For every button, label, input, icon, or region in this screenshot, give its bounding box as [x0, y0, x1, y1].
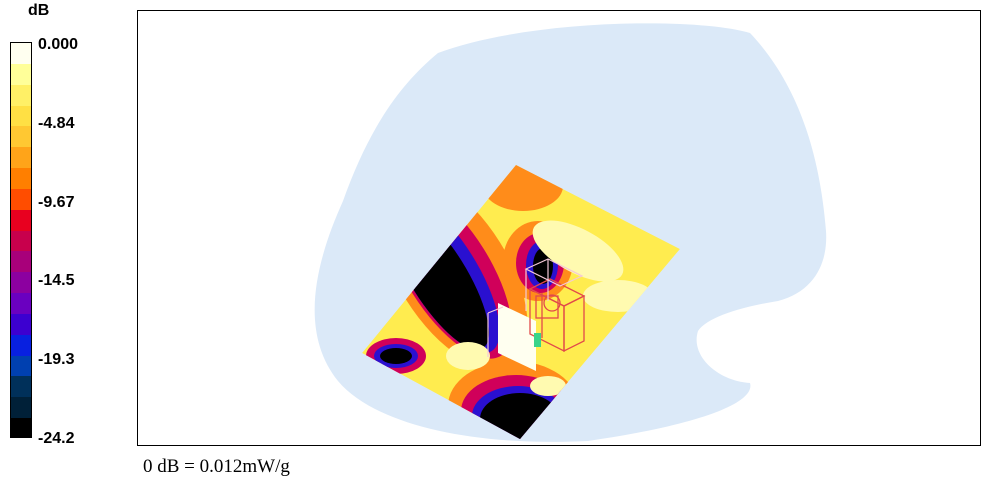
contour-min-4	[380, 348, 412, 364]
sar-plot-area	[137, 10, 981, 446]
colorbar	[10, 42, 32, 438]
peak-region	[498, 303, 536, 371]
cube-wireframe	[528, 278, 586, 353]
colorbar-tick-label: -19.3	[38, 351, 75, 369]
colorbar-band	[11, 63, 31, 86]
contour-max-4	[530, 376, 566, 396]
colorbar-band	[11, 209, 31, 232]
colorbar-unit-label: dB	[28, 2, 50, 19]
colorbar-band	[11, 251, 31, 274]
colorbar-band	[11, 84, 31, 107]
colorbar-band	[11, 418, 31, 437]
colorbar-tick-label: 0.000	[38, 36, 79, 54]
marker-green	[534, 333, 541, 347]
sar-distribution-plot	[314, 23, 827, 442]
colorbar-band	[11, 230, 31, 253]
colorbar-band	[11, 293, 31, 315]
colorbar-band	[11, 397, 31, 420]
colorbar-tick-label: -4.84	[38, 114, 75, 132]
colorbar-band	[11, 355, 31, 378]
colorbar-band	[11, 313, 31, 336]
contour-max-3	[446, 342, 490, 370]
colorbar-band	[11, 334, 31, 357]
footnote: 0 dB = 0.012mW/g	[143, 456, 290, 477]
colorbar-band	[11, 126, 31, 149]
colorbar-band	[11, 376, 31, 399]
colorbar-band	[11, 272, 31, 295]
colorbar-tick-label: -9.67	[38, 193, 75, 211]
zoom-box-wireframe	[487, 258, 584, 357]
contour-max-1	[532, 220, 624, 282]
colorbar-band	[11, 168, 31, 190]
colorbar-tick-label: -24.2	[38, 430, 75, 448]
colorbar-band	[11, 147, 31, 170]
colorbar-band	[11, 43, 31, 65]
colorbar-band	[11, 105, 31, 128]
colorbar-tick-label: -14.5	[38, 272, 75, 290]
colorbar-band	[11, 188, 31, 211]
